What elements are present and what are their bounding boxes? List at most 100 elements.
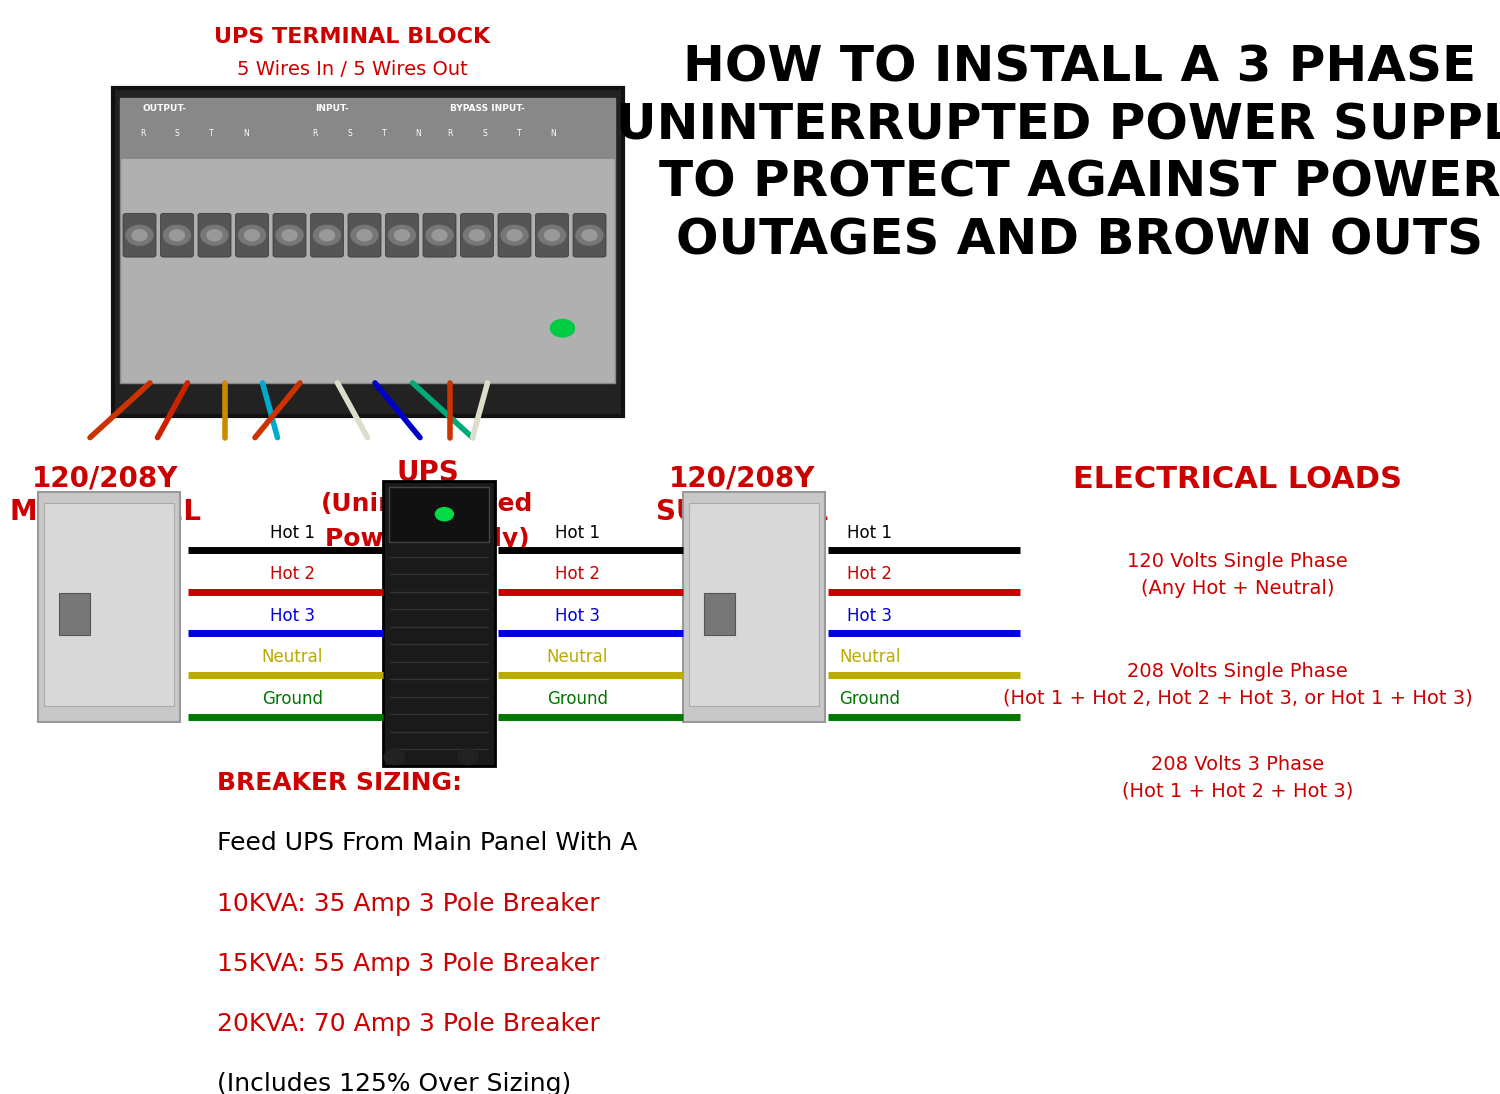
Text: S: S	[174, 129, 180, 138]
Text: ELECTRICAL LOADS: ELECTRICAL LOADS	[1072, 465, 1402, 494]
Text: R: R	[312, 129, 318, 138]
FancyBboxPatch shape	[58, 593, 90, 635]
FancyBboxPatch shape	[688, 503, 819, 706]
Text: N: N	[550, 129, 556, 138]
FancyBboxPatch shape	[120, 98, 615, 159]
FancyBboxPatch shape	[273, 213, 306, 257]
Text: Hot 3: Hot 3	[847, 607, 892, 625]
Text: Hot 1: Hot 1	[555, 524, 600, 542]
Text: R: R	[447, 129, 453, 138]
Circle shape	[432, 230, 447, 241]
Text: Feed UPS From Main Panel With A: Feed UPS From Main Panel With A	[217, 831, 638, 856]
FancyBboxPatch shape	[382, 481, 495, 766]
Circle shape	[282, 230, 297, 241]
Text: Neutral: Neutral	[840, 649, 900, 666]
Text: 120/208Y: 120/208Y	[669, 465, 816, 493]
FancyBboxPatch shape	[536, 213, 568, 257]
FancyBboxPatch shape	[160, 213, 194, 257]
FancyBboxPatch shape	[388, 487, 489, 542]
Text: UPS TERMINAL BLOCK: UPS TERMINAL BLOCK	[214, 27, 490, 47]
FancyBboxPatch shape	[310, 213, 344, 257]
Text: SUB PANEL: SUB PANEL	[657, 498, 828, 526]
Text: Hot 2: Hot 2	[270, 566, 315, 583]
Circle shape	[458, 749, 478, 765]
Circle shape	[207, 230, 222, 241]
Text: S: S	[346, 129, 352, 138]
Circle shape	[126, 225, 153, 245]
Circle shape	[244, 230, 260, 241]
Circle shape	[582, 230, 597, 241]
Text: INPUT-: INPUT-	[315, 104, 348, 113]
Text: UPS: UPS	[396, 459, 459, 488]
Text: N: N	[416, 129, 422, 138]
Text: 120/208Y: 120/208Y	[32, 465, 178, 493]
Circle shape	[384, 749, 405, 765]
Circle shape	[435, 508, 453, 521]
Circle shape	[501, 225, 528, 245]
FancyBboxPatch shape	[44, 503, 174, 706]
Circle shape	[394, 230, 410, 241]
Text: HOW TO INSTALL A 3 PHASE
UNINTERRUPTED POWER SUPPLY
TO PROTECT AGAINST POWER
OUT: HOW TO INSTALL A 3 PHASE UNINTERRUPTED P…	[616, 44, 1500, 265]
Text: (Uninterrupted: (Uninterrupted	[321, 492, 534, 516]
FancyBboxPatch shape	[348, 213, 381, 257]
FancyBboxPatch shape	[573, 213, 606, 257]
FancyBboxPatch shape	[704, 593, 735, 635]
Circle shape	[538, 225, 566, 245]
Text: T: T	[381, 129, 387, 138]
Circle shape	[576, 225, 603, 245]
FancyBboxPatch shape	[120, 98, 615, 383]
FancyBboxPatch shape	[460, 213, 494, 257]
Text: S: S	[482, 129, 488, 138]
Circle shape	[314, 225, 340, 245]
FancyBboxPatch shape	[498, 213, 531, 257]
FancyBboxPatch shape	[198, 213, 231, 257]
Text: 120 Volts Single Phase
(Any Hot + Neutral): 120 Volts Single Phase (Any Hot + Neutra…	[1126, 552, 1348, 598]
Text: Neutral: Neutral	[262, 649, 322, 666]
Text: MAIN PANEL: MAIN PANEL	[9, 498, 201, 526]
FancyBboxPatch shape	[112, 88, 622, 416]
Text: Neutral: Neutral	[548, 649, 608, 666]
Circle shape	[276, 225, 303, 245]
Circle shape	[201, 225, 228, 245]
Text: Ground: Ground	[548, 690, 608, 708]
Text: 10KVA: 35 Amp 3 Pole Breaker: 10KVA: 35 Amp 3 Pole Breaker	[217, 892, 600, 916]
Text: 15KVA: 55 Amp 3 Pole Breaker: 15KVA: 55 Amp 3 Pole Breaker	[217, 952, 600, 976]
Text: 5 Wires In / 5 Wires Out: 5 Wires In / 5 Wires Out	[237, 60, 468, 79]
Circle shape	[544, 230, 560, 241]
Text: Power Supply): Power Supply)	[326, 527, 530, 551]
Circle shape	[132, 230, 147, 241]
Text: Ground: Ground	[262, 690, 322, 708]
FancyBboxPatch shape	[682, 492, 825, 722]
FancyBboxPatch shape	[38, 492, 180, 722]
Text: Hot 3: Hot 3	[555, 607, 600, 625]
Circle shape	[550, 319, 574, 337]
Circle shape	[357, 230, 372, 241]
Text: BYPASS INPUT-: BYPASS INPUT-	[450, 104, 525, 113]
FancyBboxPatch shape	[386, 213, 418, 257]
Circle shape	[470, 230, 484, 241]
Circle shape	[320, 230, 334, 241]
FancyBboxPatch shape	[423, 213, 456, 257]
Text: Hot 2: Hot 2	[847, 566, 892, 583]
Circle shape	[507, 230, 522, 241]
Text: Hot 2: Hot 2	[555, 566, 600, 583]
Circle shape	[238, 225, 266, 245]
Circle shape	[164, 225, 190, 245]
Text: N: N	[243, 129, 249, 138]
Circle shape	[388, 225, 416, 245]
Text: R: R	[140, 129, 146, 138]
FancyBboxPatch shape	[123, 213, 156, 257]
Text: OUTPUT-: OUTPUT-	[142, 104, 186, 113]
Circle shape	[170, 230, 184, 241]
Text: Ground: Ground	[840, 690, 900, 708]
Circle shape	[351, 225, 378, 245]
Text: BREAKER SIZING:: BREAKER SIZING:	[217, 771, 462, 795]
Circle shape	[464, 225, 490, 245]
Text: Hot 1: Hot 1	[847, 524, 892, 542]
Text: 20KVA: 70 Amp 3 Pole Breaker: 20KVA: 70 Amp 3 Pole Breaker	[217, 1012, 600, 1036]
Text: 208 Volts 3 Phase
(Hot 1 + Hot 2 + Hot 3): 208 Volts 3 Phase (Hot 1 + Hot 2 + Hot 3…	[1122, 755, 1353, 801]
FancyBboxPatch shape	[236, 213, 268, 257]
Text: T: T	[516, 129, 522, 138]
Text: (Includes 125% Over Sizing): (Includes 125% Over Sizing)	[217, 1072, 572, 1094]
Circle shape	[426, 225, 453, 245]
